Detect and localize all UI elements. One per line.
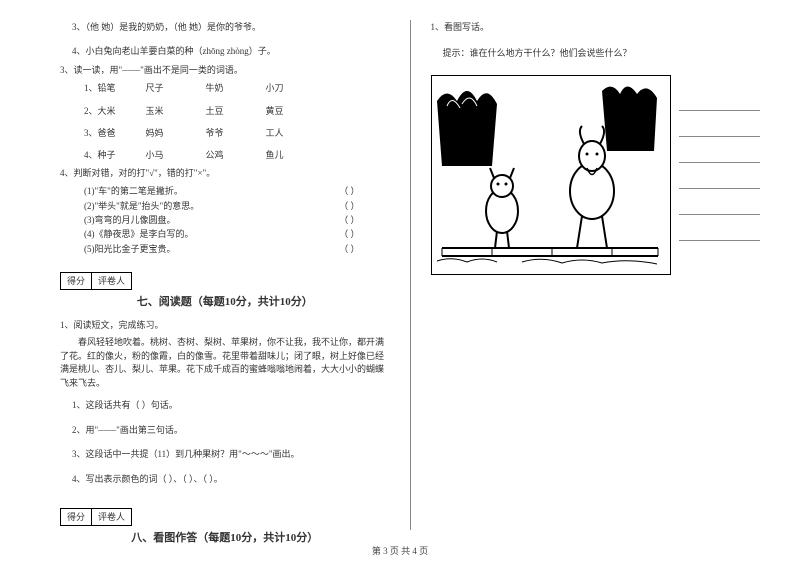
right-column: 1、看图写话。 提示：谁在什么地方干什么？他们会说些什么？	[411, 20, 761, 530]
judge-paren: （ ）	[339, 199, 359, 213]
word: 鱼儿	[266, 148, 296, 162]
score-label: 得分	[60, 508, 92, 526]
picture-hint: 提示：谁在什么地方干什么？他们会说些什么？	[431, 46, 761, 60]
word: 黄豆	[266, 104, 296, 118]
word: 玉米	[146, 104, 176, 118]
exercise-4-title: 4、判断对错，对的打"√"，错的打"×"。	[60, 166, 390, 180]
picture-illustration	[431, 75, 671, 275]
word: 3、爸爸	[84, 126, 116, 140]
score-box-7: 得分 评卷人	[60, 272, 390, 290]
word: 尺子	[146, 81, 176, 95]
write-line[interactable]	[679, 215, 761, 241]
score-box-8: 得分 评卷人	[60, 508, 390, 526]
word-row-2: 2、大米 玉米 土豆 黄豆	[60, 104, 390, 118]
reading-paragraph: 春风轻轻地吹着。桃树、杏树、梨树、苹果树，你不让我，我不让你，都开满了花。红的像…	[60, 336, 390, 390]
question-3: 3、（他 她）是我的奶奶，（他 她）是你的爷爷。	[60, 20, 390, 34]
goats-bridge-icon	[432, 76, 668, 272]
read-q2: 2、用"——"画出第三句话。	[60, 423, 390, 437]
judge-text: (3)弯弯的月儿像圆盘。	[84, 213, 176, 227]
word: 工人	[266, 126, 296, 140]
word: 小马	[146, 148, 176, 162]
judge-text: (1)"车"的第二笔是撇折。	[84, 184, 183, 198]
writing-lines	[679, 65, 761, 241]
reading-title: 1、阅读短文，完成练习。	[60, 318, 390, 332]
judge-text: (2)"举头"就是"抬头"的意思。	[84, 199, 199, 213]
judge-paren: （ ）	[339, 227, 359, 241]
judge-text: (5)阳光比金子更宝贵。	[84, 242, 176, 256]
write-line[interactable]	[679, 189, 761, 215]
judge-4: (4)《静夜思》是李白写的。 （ ）	[60, 227, 390, 241]
page-footer: 第 3 页 共 4 页	[0, 544, 800, 557]
write-line[interactable]	[679, 85, 761, 111]
left-column: 3、（他 她）是我的奶奶，（他 她）是你的爷爷。 4、小白兔向老山羊要白菜的种（…	[60, 20, 411, 530]
read-q1: 1、这段话共有（ ）句话。	[60, 398, 390, 412]
judge-paren: （ ）	[339, 242, 359, 256]
reviewer-label: 评卷人	[92, 272, 132, 290]
word-row-3: 3、爸爸 妈妈 爷爷 工人	[60, 126, 390, 140]
section-7-title: 七、阅读题（每题10分，共计10分）	[60, 294, 390, 312]
question-4: 4、小白兔向老山羊要白菜的种（zhōng zhòng）子。	[60, 44, 390, 58]
write-line[interactable]	[679, 111, 761, 137]
word: 1、铅笔	[84, 81, 116, 95]
exercise-3-title: 3、读一读，用"——"画出不是同一类的词语。	[60, 63, 390, 77]
read-q4: 4、写出表示颜色的词（ ）、（ ）、（ ）。	[60, 472, 390, 486]
write-line[interactable]	[679, 163, 761, 189]
judge-paren: （ ）	[339, 213, 359, 227]
judge-2: (2)"举头"就是"抬头"的意思。 （ ）	[60, 199, 390, 213]
word: 2、大米	[84, 104, 116, 118]
word: 土豆	[206, 104, 236, 118]
judge-3: (3)弯弯的月儿像圆盘。 （ ）	[60, 213, 390, 227]
judge-1: (1)"车"的第二笔是撇折。 （ ）	[60, 184, 390, 198]
score-label: 得分	[60, 272, 92, 290]
judge-paren: （ ）	[339, 184, 359, 198]
word: 4、种子	[84, 148, 116, 162]
picture-write-title: 1、看图写话。	[431, 20, 761, 34]
read-q3: 3、这段话中一共提（11）到几种果树？用"～～～"画出。	[60, 447, 390, 461]
reviewer-label: 评卷人	[92, 508, 132, 526]
word: 妈妈	[146, 126, 176, 140]
word: 小刀	[266, 81, 296, 95]
word-row-4: 4、种子 小马 公鸡 鱼儿	[60, 148, 390, 162]
word: 牛奶	[206, 81, 236, 95]
word-row-1: 1、铅笔 尺子 牛奶 小刀	[60, 81, 390, 95]
judge-5: (5)阳光比金子更宝贵。 （ ）	[60, 242, 390, 256]
page-container: 3、（他 她）是我的奶奶，（他 她）是你的爷爷。 4、小白兔向老山羊要白菜的种（…	[0, 0, 800, 530]
word: 公鸡	[206, 148, 236, 162]
judge-text: (4)《静夜思》是李白写的。	[84, 227, 194, 241]
word: 爷爷	[206, 126, 236, 140]
write-line[interactable]	[679, 137, 761, 163]
